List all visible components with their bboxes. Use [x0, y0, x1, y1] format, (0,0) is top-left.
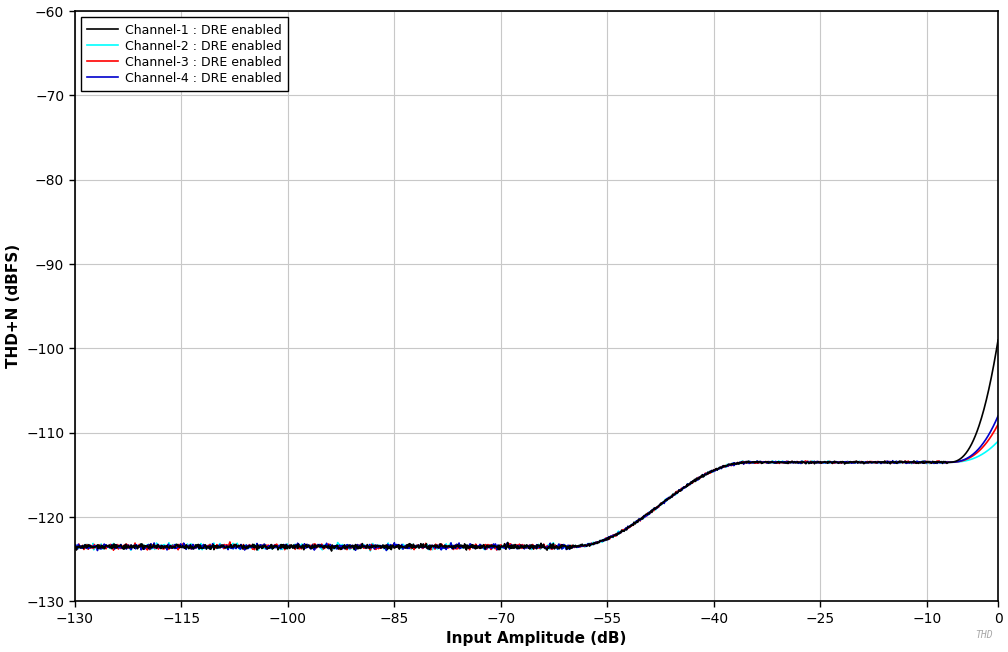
Y-axis label: THD+N (dBFS): THD+N (dBFS) — [6, 244, 20, 368]
Channel-2 : DRE enabled: (-69.7, -123): DRE enabled: (-69.7, -123) — [497, 542, 509, 550]
Channel-4 : DRE enabled: (-74.8, -123): DRE enabled: (-74.8, -123) — [461, 542, 473, 550]
Channel-4 : DRE enabled: (-115, -123): DRE enabled: (-115, -123) — [178, 541, 191, 548]
Channel-3 : DRE enabled: (-55.9, -123): DRE enabled: (-55.9, -123) — [595, 537, 607, 545]
Line: Channel-4 : DRE enabled: Channel-4 : DRE enabled — [75, 416, 998, 550]
Channel-1 : DRE enabled: (-69.7, -124): DRE enabled: (-69.7, -124) — [497, 543, 509, 551]
Channel-3 : DRE enabled: (-125, -124): DRE enabled: (-125, -124) — [108, 546, 120, 554]
Channel-3 : DRE enabled: (0, -109): DRE enabled: (0, -109) — [992, 421, 1004, 428]
Line: Channel-1 : DRE enabled: Channel-1 : DRE enabled — [75, 340, 998, 551]
Channel-1 : DRE enabled: (-72.1, -124): DRE enabled: (-72.1, -124) — [480, 543, 492, 551]
Channel-2 : DRE enabled: (-88.4, -124): DRE enabled: (-88.4, -124) — [364, 547, 376, 555]
Channel-4 : DRE enabled: (-55.9, -123): DRE enabled: (-55.9, -123) — [595, 537, 607, 545]
Channel-3 : DRE enabled: (-130, -124): DRE enabled: (-130, -124) — [69, 543, 81, 551]
Channel-2 : DRE enabled: (-115, -123): DRE enabled: (-115, -123) — [177, 541, 190, 548]
Channel-4 : DRE enabled: (-127, -124): DRE enabled: (-127, -124) — [92, 546, 104, 554]
Channel-1 : DRE enabled: (-130, -123): DRE enabled: (-130, -123) — [69, 541, 81, 548]
Channel-2 : DRE enabled: (-130, -124): DRE enabled: (-130, -124) — [69, 543, 81, 551]
Channel-2 : DRE enabled: (-74.8, -123): DRE enabled: (-74.8, -123) — [461, 542, 473, 550]
Channel-1 : DRE enabled: (-93.8, -124): DRE enabled: (-93.8, -124) — [326, 547, 338, 555]
Line: Channel-3 : DRE enabled: Channel-3 : DRE enabled — [75, 424, 998, 550]
Channel-2 : DRE enabled: (-55.9, -123): DRE enabled: (-55.9, -123) — [595, 537, 607, 544]
Channel-1 : DRE enabled: (0, -99): DRE enabled: (0, -99) — [992, 336, 1004, 344]
Channel-3 : DRE enabled: (-120, -123): DRE enabled: (-120, -123) — [141, 542, 153, 550]
Channel-1 : DRE enabled: (-115, -123): DRE enabled: (-115, -123) — [177, 542, 190, 550]
X-axis label: Input Amplitude (dB): Input Amplitude (dB) — [447, 631, 627, 646]
Channel-3 : DRE enabled: (-72.1, -124): DRE enabled: (-72.1, -124) — [480, 543, 492, 551]
Channel-1 : DRE enabled: (-55.9, -123): DRE enabled: (-55.9, -123) — [595, 537, 607, 545]
Channel-4 : DRE enabled: (0, -108): DRE enabled: (0, -108) — [992, 412, 1004, 420]
Channel-4 : DRE enabled: (-72.1, -124): DRE enabled: (-72.1, -124) — [480, 544, 492, 552]
Channel-1 : DRE enabled: (-74.8, -123): DRE enabled: (-74.8, -123) — [461, 541, 473, 549]
Channel-2 : DRE enabled: (0, -111): DRE enabled: (0, -111) — [992, 437, 1004, 445]
Channel-4 : DRE enabled: (-69.7, -124): DRE enabled: (-69.7, -124) — [497, 543, 509, 551]
Channel-3 : DRE enabled: (-74.8, -124): DRE enabled: (-74.8, -124) — [461, 544, 473, 552]
Channel-3 : DRE enabled: (-69.7, -124): DRE enabled: (-69.7, -124) — [497, 543, 509, 551]
Channel-3 : DRE enabled: (-115, -123): DRE enabled: (-115, -123) — [178, 542, 191, 550]
Text: THD: THD — [976, 630, 993, 640]
Channel-4 : DRE enabled: (-120, -123): DRE enabled: (-120, -123) — [141, 542, 153, 550]
Line: Channel-2 : DRE enabled: Channel-2 : DRE enabled — [75, 441, 998, 551]
Legend: Channel-1 : DRE enabled, Channel-2 : DRE enabled, Channel-3 : DRE enabled, Chann: Channel-1 : DRE enabled, Channel-2 : DRE… — [81, 18, 287, 91]
Channel-2 : DRE enabled: (-72.1, -124): DRE enabled: (-72.1, -124) — [480, 544, 492, 552]
Channel-1 : DRE enabled: (-120, -123): DRE enabled: (-120, -123) — [140, 542, 152, 550]
Channel-4 : DRE enabled: (-130, -124): DRE enabled: (-130, -124) — [69, 544, 81, 552]
Channel-2 : DRE enabled: (-120, -123): DRE enabled: (-120, -123) — [140, 542, 152, 550]
